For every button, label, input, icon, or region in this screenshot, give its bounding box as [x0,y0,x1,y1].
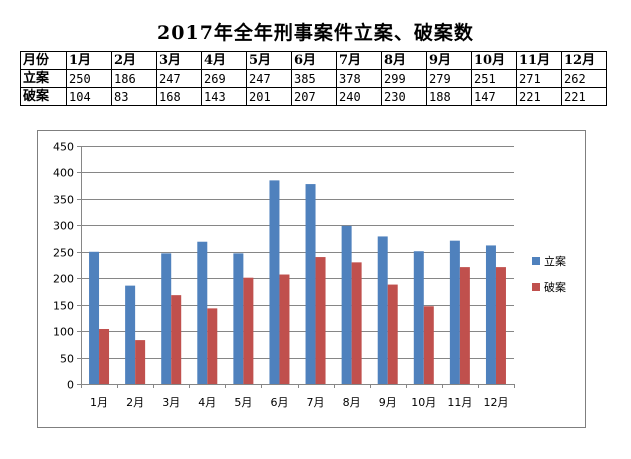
table-cell: 83 [111,87,157,106]
x-tick-label: 6月 [270,396,288,409]
y-tick-label: 350 [53,194,74,207]
bar-series-2 [459,267,470,384]
x-tick-label: 8月 [343,396,361,409]
y-tick-label: 50 [60,353,74,366]
y-tick-label: 450 [53,141,74,154]
bar-series-1 [197,241,208,384]
bar-series-1 [449,240,460,384]
bar-series-2 [351,262,362,384]
bar-series-2 [423,306,434,384]
legend-swatch [532,283,540,291]
page-title: 2017年全年刑事案件立案、破案数 [157,22,474,44]
table-cell: 378 [336,69,382,88]
table-cell: 247 [246,69,292,88]
x-tick-label: 2月 [126,396,144,409]
chart-frame: 0 50 100 150 200 250 300 350 400 450 1月 2月 3月 4月 5月 6月 7… [37,130,586,428]
x-tick-label: 1月 [90,396,108,409]
y-tick-label: 250 [53,247,74,260]
table-cell: 188 [426,87,472,106]
x-tick-label: 12月 [483,396,508,409]
table-header-cell: 4月 [201,51,247,70]
table-cell: 201 [246,87,292,106]
bar-series-2 [279,274,290,384]
table-header-cell: 11月 [516,51,562,70]
table-header-row: 月份 1月 2月 3月 4月 5月 6月 7月 8月 9月 10月 11月 12月 [20,51,607,70]
table-cell: 247 [156,69,202,88]
table-cell: 104 [66,87,112,106]
table-header-cell: 7月 [336,51,382,70]
table-header-cell: 10月 [471,51,517,70]
table-cell: 147 [471,87,517,106]
bar-series-2 [387,284,398,384]
bar-series-1 [305,184,316,384]
table-row-label: 立案 [20,69,67,88]
legend-swatch [532,257,540,265]
bar-series-1 [125,285,136,384]
bar-series-2 [243,277,254,384]
table-header-cell: 9月 [426,51,472,70]
table-cell: 143 [201,87,247,106]
legend-label: 破案 [544,280,566,294]
x-tick-label: 4月 [198,396,216,409]
y-tick-label: 150 [53,300,74,313]
table-header-cell: 5月 [246,51,292,70]
bar-series-2 [171,295,182,384]
bar-series-2 [495,267,506,384]
table-cell: 186 [111,69,157,88]
y-tick-label: 200 [53,273,74,286]
table-cell: 385 [291,69,337,88]
bar-series-2 [207,308,218,384]
table-cell: 279 [426,69,472,88]
table-header-cell: 3月 [156,51,202,70]
y-tick-label: 100 [53,326,74,339]
table-cell: 230 [381,87,427,106]
table-cell: 251 [471,69,517,88]
data-table: 月份 1月 2月 3月 4月 5月 6月 7月 8月 9月 10月 11月 12月 立案 250 186… [20,51,607,106]
x-tick-label: 10月 [411,396,436,409]
x-tick-label: 3月 [162,396,180,409]
table-cell: 299 [381,69,427,88]
y-tick-label: 400 [53,167,74,180]
table-cell: 269 [201,69,247,88]
table-header-cell: 2月 [111,51,157,70]
legend-label: 立案 [544,254,566,268]
table-row-label: 破案 [20,87,67,106]
table-row: 立案 250 186 247 269 247 385 378 299 279 251 271 262 [20,69,607,88]
table-cell: 271 [516,69,562,88]
bar-series-1 [341,225,352,384]
bar-chart: 0 50 100 150 200 250 300 350 400 450 1月 2月 3月 4月 5月 6月 7… [53,141,566,410]
bar-series-1 [161,253,172,384]
table-header-cell: 6月 [291,51,337,70]
bar-series-2 [99,328,110,384]
table-cell: 221 [516,87,562,106]
bar-series-2 [135,340,146,384]
bar-series-1 [269,180,280,384]
bar-series-1 [89,251,100,384]
x-tick-label: 9月 [379,396,397,409]
table-row: 破案 104 83 168 143 201 207 240 230 188 147 221 221 [20,87,607,106]
table-cell: 262 [561,69,607,88]
bar-series-1 [413,251,424,384]
bar-series-1 [485,245,496,384]
table-cell: 168 [156,87,202,106]
table-header-cell: 8月 [381,51,427,70]
table-header-cell: 1月 [66,51,112,70]
table-cell: 240 [336,87,382,106]
table-cell: 207 [291,87,337,106]
x-tick-label: 11月 [447,396,472,409]
x-tick-label: 7月 [307,396,325,409]
table-cell: 221 [561,87,607,106]
bar-series-2 [315,257,326,384]
x-tick-label: 5月 [234,396,252,409]
bar-series-1 [377,236,388,384]
table-header-cell: 12月 [561,51,607,70]
table-cell: 250 [66,69,112,88]
table-header-cell: 月份 [20,51,67,70]
y-tick-label: 0 [67,379,74,392]
y-tick-label: 300 [53,220,74,233]
bar-series-1 [233,253,244,384]
